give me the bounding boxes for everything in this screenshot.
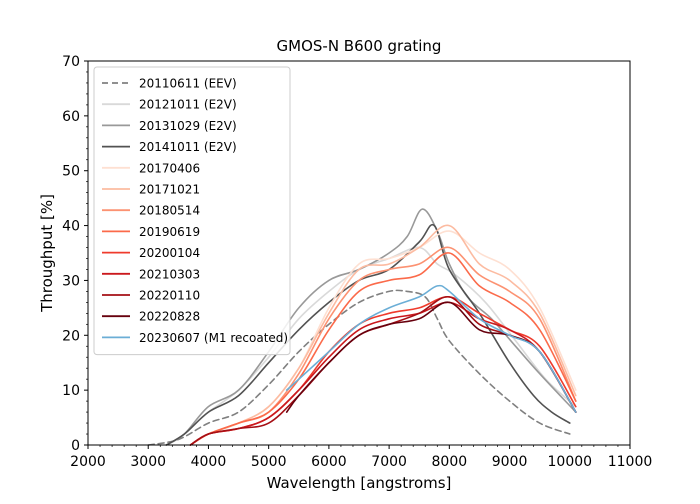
x-tick-label: 7000: [371, 454, 407, 470]
plot-frame: [87, 60, 631, 446]
series-line-0: [147, 289, 571, 446]
y-tick-label: 40: [62, 219, 80, 235]
x-tick-label: 2000: [70, 454, 106, 470]
x-tick-label: 8000: [432, 454, 468, 470]
legend-label: 20110611 (EEV): [139, 77, 237, 91]
series-line-1: [165, 246, 577, 446]
legend-label: 20220110: [139, 289, 200, 303]
x-tick-label: 5000: [251, 454, 287, 470]
axis-ticks: 2000 3000 4000 5000 6000 7000 8000 9000 10000 110…: [62, 54, 652, 470]
legend-label: 20170406: [139, 161, 200, 175]
x-tick-label: 3000: [130, 454, 166, 470]
x-tick-label: 4000: [191, 454, 227, 470]
legend-box: [93, 66, 291, 356]
x-tick-label: 6000: [311, 454, 347, 470]
x-tick-label: 11000: [608, 454, 653, 470]
y-tick-label: 50: [62, 164, 80, 180]
legend-label: 20230607 (M1 recoated): [139, 331, 288, 345]
y-tick-label: 20: [62, 328, 80, 344]
y-tick-label: 0: [71, 438, 80, 454]
y-tick-label: 30: [62, 273, 80, 289]
legend-label: 20180514: [139, 204, 200, 218]
x-tick-label: 9000: [492, 454, 528, 470]
y-tick-label: 10: [62, 383, 80, 399]
legend-label: 20190619: [139, 225, 200, 239]
series-line-12: [285, 284, 577, 413]
legend-label: 20131029 (E2V): [139, 119, 237, 133]
legend-label: 20141011 (E2V): [139, 140, 237, 154]
legend: 20110611 (EEV) 20121011 (E2V) 20131029 (E2…: [93, 66, 291, 356]
legend-label: 20210303: [139, 267, 200, 281]
chart-title: GMOS-N B600 grating: [277, 37, 442, 55]
x-axis-label: Wavelength [angstroms]: [267, 474, 452, 492]
legend-label: 20220828: [139, 310, 200, 324]
legend-label: 20171021: [139, 183, 200, 197]
x-tick-label: 10000: [548, 454, 593, 470]
series-line-7: [189, 252, 577, 446]
series-line-11: [285, 301, 577, 413]
y-tick-label: 70: [62, 54, 80, 70]
legend-label: 20200104: [139, 246, 200, 260]
y-axis-label: Throughput [%]: [38, 194, 56, 313]
y-tick-label: 60: [62, 109, 80, 125]
legend-label: 20121011 (E2V): [139, 98, 237, 112]
plot-lines: [147, 208, 577, 446]
